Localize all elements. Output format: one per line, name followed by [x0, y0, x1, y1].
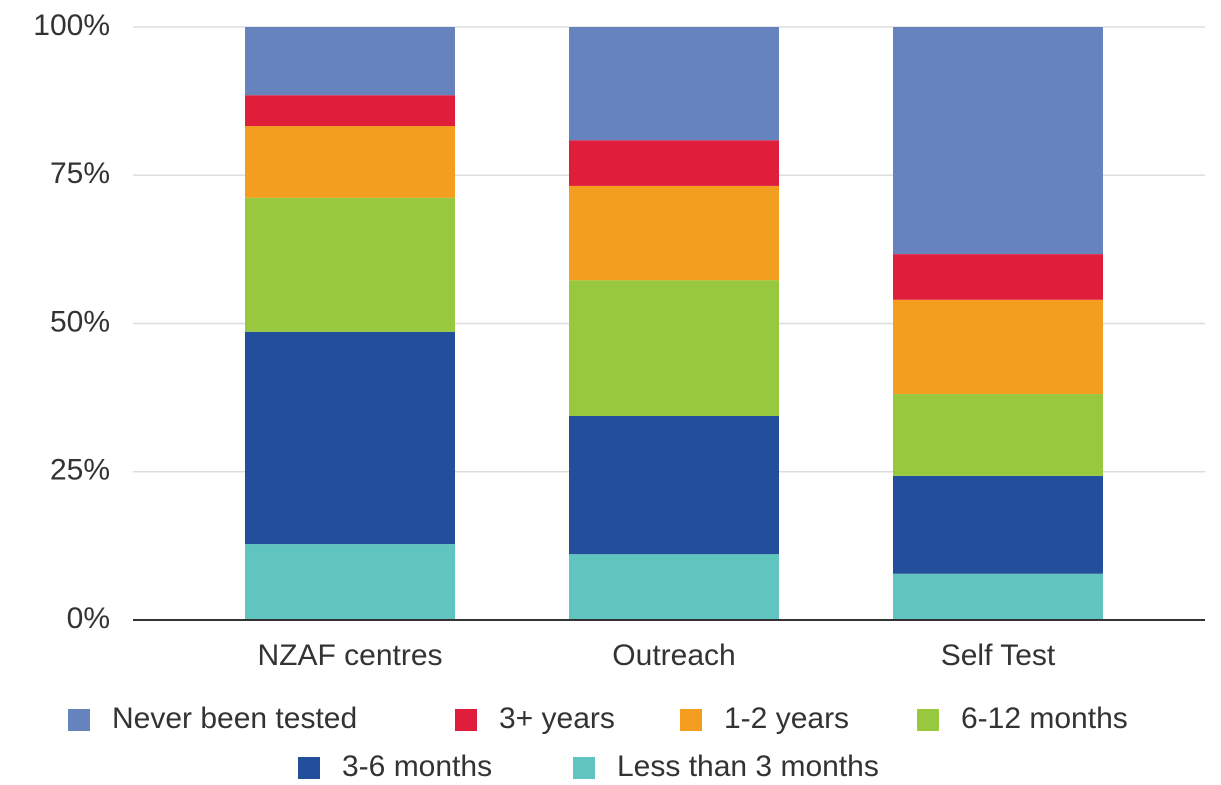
legend-label: Less than 3 months [617, 750, 879, 783]
bar-segment [893, 299, 1103, 395]
bar-segment [893, 573, 1103, 620]
y-tick-label: 25% [50, 454, 110, 487]
legend-swatch [455, 709, 477, 731]
y-tick-label: 75% [50, 157, 110, 190]
bar-segment [245, 27, 455, 96]
x-tick-label: NZAF centres [257, 639, 442, 672]
y-tick-label: 0% [67, 602, 110, 635]
bar-segment [893, 475, 1103, 574]
legend-label: 1-2 years [724, 702, 849, 735]
legend-swatch [917, 709, 939, 731]
legend-label: 6-12 months [961, 702, 1128, 735]
bar-segment [245, 95, 455, 127]
bar-segment [569, 554, 779, 620]
legend-swatch [680, 709, 702, 731]
y-tick-label: 50% [50, 305, 110, 338]
legend-label: Never been tested [112, 702, 357, 735]
bar-segment [893, 27, 1103, 255]
legend-swatch [298, 757, 320, 779]
bar-segment [569, 140, 779, 186]
legend-swatch [68, 709, 90, 731]
x-tick-label: Self Test [941, 639, 1056, 672]
bar-segment [569, 280, 779, 417]
bar-segment [569, 416, 779, 555]
x-tick-label: Outreach [612, 639, 735, 672]
bar-segment [245, 126, 455, 198]
bar-segment [245, 544, 455, 620]
legend-label: 3-6 months [342, 750, 492, 783]
bar-segment [893, 254, 1103, 300]
legend-label: 3+ years [499, 702, 615, 735]
bar-segment [245, 197, 455, 332]
bar-segment [569, 185, 779, 281]
y-tick-label: 100% [33, 9, 110, 42]
legend-swatch [573, 757, 595, 779]
bar-segment [893, 394, 1103, 476]
bar-segment [569, 27, 779, 141]
bar-segment [245, 331, 455, 545]
